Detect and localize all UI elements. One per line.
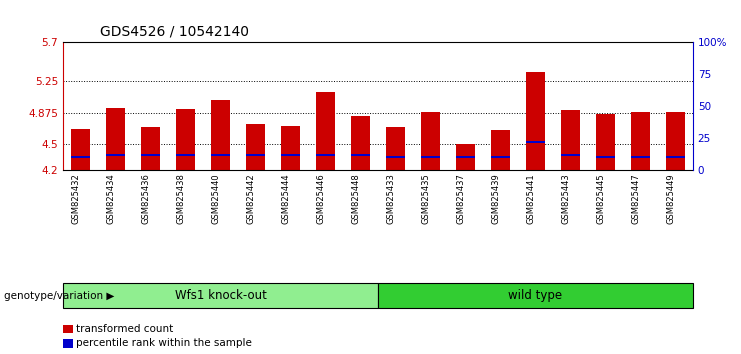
- Text: GSM825449: GSM825449: [666, 173, 675, 224]
- Bar: [176, 154, 195, 156]
- Text: GSM825445: GSM825445: [597, 173, 605, 224]
- Bar: [141, 154, 160, 156]
- Bar: [281, 154, 300, 156]
- Bar: [596, 156, 615, 158]
- Text: GSM825441: GSM825441: [526, 173, 535, 224]
- Text: wild type: wild type: [508, 289, 562, 302]
- Bar: [491, 130, 510, 170]
- Bar: [246, 124, 265, 170]
- Bar: [456, 144, 475, 170]
- Bar: [316, 92, 335, 170]
- Bar: [211, 154, 230, 156]
- Bar: [281, 126, 300, 170]
- Text: genotype/variation ▶: genotype/variation ▶: [4, 291, 114, 301]
- Text: GSM825438: GSM825438: [176, 173, 185, 224]
- Bar: [386, 156, 405, 158]
- Text: percentile rank within the sample: percentile rank within the sample: [76, 338, 252, 348]
- Text: GSM825444: GSM825444: [282, 173, 290, 224]
- Text: GDS4526 / 10542140: GDS4526 / 10542140: [100, 25, 249, 39]
- Bar: [631, 112, 650, 170]
- Bar: [596, 114, 615, 170]
- Bar: [386, 127, 405, 170]
- Bar: [106, 154, 125, 156]
- Bar: [211, 100, 230, 170]
- Bar: [526, 72, 545, 170]
- Text: Wfs1 knock-out: Wfs1 knock-out: [175, 289, 266, 302]
- Bar: [665, 112, 685, 170]
- Text: GSM825440: GSM825440: [211, 173, 221, 224]
- Text: GSM825442: GSM825442: [247, 173, 256, 224]
- Bar: [491, 156, 510, 158]
- Text: GSM825447: GSM825447: [631, 173, 640, 224]
- Bar: [456, 156, 475, 158]
- Bar: [421, 112, 440, 170]
- Bar: [421, 156, 440, 158]
- Text: GSM825439: GSM825439: [491, 173, 500, 224]
- Text: GSM825443: GSM825443: [562, 173, 571, 224]
- Bar: [350, 116, 370, 170]
- Text: GSM825436: GSM825436: [142, 173, 150, 224]
- Text: GSM825437: GSM825437: [456, 173, 465, 224]
- Bar: [561, 110, 580, 170]
- Bar: [141, 127, 160, 170]
- Bar: [106, 108, 125, 170]
- Bar: [526, 141, 545, 143]
- Text: GSM825433: GSM825433: [386, 173, 396, 224]
- Bar: [665, 156, 685, 158]
- Text: GSM825432: GSM825432: [71, 173, 81, 224]
- Bar: [246, 154, 265, 156]
- Text: transformed count: transformed count: [76, 324, 173, 334]
- Bar: [561, 154, 580, 156]
- Bar: [176, 109, 195, 170]
- Bar: [71, 156, 90, 158]
- Text: GSM825435: GSM825435: [422, 173, 431, 224]
- Bar: [316, 154, 335, 156]
- Text: GSM825448: GSM825448: [351, 173, 360, 224]
- Text: GSM825434: GSM825434: [107, 173, 116, 224]
- Bar: [350, 154, 370, 156]
- Bar: [631, 156, 650, 158]
- Text: GSM825446: GSM825446: [316, 173, 325, 224]
- Bar: [71, 129, 90, 170]
